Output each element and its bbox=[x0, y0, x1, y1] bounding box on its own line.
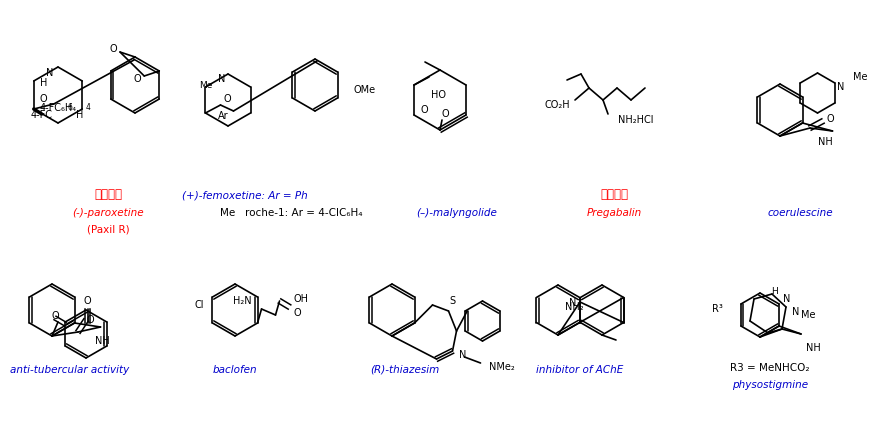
Text: O: O bbox=[86, 315, 94, 325]
Text: OMe: OMe bbox=[354, 85, 375, 95]
Text: Me: Me bbox=[199, 81, 213, 90]
Text: 4-FC₆H₄: 4-FC₆H₄ bbox=[39, 103, 76, 113]
Text: R³: R³ bbox=[712, 304, 723, 314]
Text: H: H bbox=[76, 110, 83, 120]
Text: N: N bbox=[793, 307, 799, 317]
Text: 普瑞巴林: 普瑞巴林 bbox=[600, 188, 628, 201]
Text: O: O bbox=[109, 44, 116, 54]
Text: Me: Me bbox=[852, 72, 867, 82]
Text: 帕罗西汀: 帕罗西汀 bbox=[94, 188, 122, 201]
Text: NMe₂: NMe₂ bbox=[488, 362, 514, 372]
Text: O: O bbox=[441, 109, 448, 119]
Text: (R)-thiazesim: (R)-thiazesim bbox=[370, 365, 440, 375]
Text: coerulescine: coerulescine bbox=[767, 208, 833, 218]
Text: Me: Me bbox=[800, 310, 815, 320]
Text: 4: 4 bbox=[85, 104, 90, 112]
Text: O: O bbox=[421, 105, 428, 115]
Text: (-)-paroxetine: (-)-paroxetine bbox=[72, 208, 143, 218]
Text: 4-FC: 4-FC bbox=[31, 110, 53, 120]
Text: R3 = MeNHCO₂: R3 = MeNHCO₂ bbox=[730, 363, 810, 373]
Text: NH: NH bbox=[95, 336, 109, 346]
Text: (Paxil R): (Paxil R) bbox=[87, 224, 129, 234]
Text: NH₂HCl: NH₂HCl bbox=[618, 115, 653, 125]
Text: 6: 6 bbox=[68, 104, 72, 112]
Text: N: N bbox=[837, 82, 845, 92]
Text: N: N bbox=[568, 299, 576, 308]
Text: Cl: Cl bbox=[195, 300, 204, 310]
Text: NH: NH bbox=[818, 137, 833, 147]
Text: physostigmine: physostigmine bbox=[732, 380, 808, 390]
Text: O: O bbox=[83, 296, 91, 306]
Text: inhibitor of AChE: inhibitor of AChE bbox=[536, 365, 624, 375]
Text: N: N bbox=[46, 68, 54, 78]
Text: H: H bbox=[771, 287, 778, 296]
Text: anti-tubercular activity: anti-tubercular activity bbox=[10, 365, 129, 375]
Text: O: O bbox=[826, 114, 834, 124]
Text: (–)-malyngolide: (–)-malyngolide bbox=[416, 208, 497, 218]
Text: H₂N: H₂N bbox=[233, 296, 251, 306]
Text: N: N bbox=[218, 74, 226, 84]
Text: H: H bbox=[40, 78, 48, 88]
Text: roche-1: Ar = 4-ClC₆H₄: roche-1: Ar = 4-ClC₆H₄ bbox=[245, 208, 362, 218]
Text: O: O bbox=[134, 74, 141, 84]
Text: Pregabalin: Pregabalin bbox=[587, 208, 641, 218]
Text: N: N bbox=[783, 294, 791, 304]
Text: NH₂: NH₂ bbox=[566, 302, 584, 311]
Text: O: O bbox=[223, 94, 231, 104]
Text: Me: Me bbox=[220, 208, 235, 218]
Text: Ar: Ar bbox=[218, 111, 229, 121]
Text: O: O bbox=[51, 311, 59, 321]
Text: CO₂H: CO₂H bbox=[544, 100, 570, 110]
Text: O: O bbox=[294, 308, 302, 318]
Text: (+)-femoxetine: Ar = Ph: (+)-femoxetine: Ar = Ph bbox=[182, 190, 308, 200]
Text: HO: HO bbox=[431, 90, 446, 100]
Text: O: O bbox=[40, 94, 48, 104]
Text: N: N bbox=[459, 350, 466, 360]
Text: baclofen: baclofen bbox=[213, 365, 257, 375]
Text: OH: OH bbox=[294, 294, 308, 304]
Text: S: S bbox=[449, 296, 455, 306]
Text: NH: NH bbox=[806, 343, 821, 353]
